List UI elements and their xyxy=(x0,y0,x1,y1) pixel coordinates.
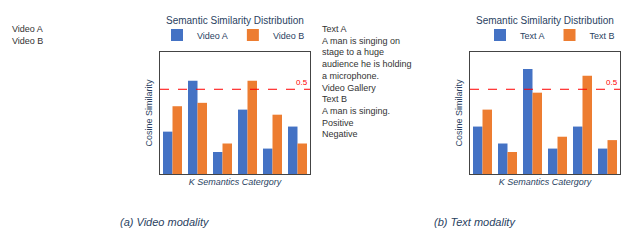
svg-text:K Semantics Catergory: K Semantics Catergory xyxy=(189,177,282,187)
svg-text:Semantic Similarity Distributi: Semantic Similarity Distribution xyxy=(476,15,614,26)
svg-text:Semantic Similarity Distributi: Semantic Similarity Distribution xyxy=(166,15,304,26)
svg-text:K Semantics Catergory: K Semantics Catergory xyxy=(499,177,592,187)
svg-text:Cosine Similarity: Cosine Similarity xyxy=(454,79,464,147)
svg-text:Video B: Video B xyxy=(273,31,304,41)
svg-text:(b) Text modality: (b) Text modality xyxy=(434,216,516,228)
svg-text:0.5: 0.5 xyxy=(296,78,308,87)
svg-text:Text A: Text A xyxy=(520,31,545,41)
svg-text:Cosine Similarity: Cosine Similarity xyxy=(144,79,154,147)
svg-text:(a) Video modality: (a) Video modality xyxy=(120,216,210,228)
svg-text:0.5: 0.5 xyxy=(606,78,618,87)
svg-text:Text AA man is singing onstage: Text AA man is singing onstage to a huge… xyxy=(322,24,412,139)
svg-text:Video AVideo B: Video AVideo B xyxy=(12,24,43,46)
svg-text:Video A: Video A xyxy=(197,31,228,41)
svg-text:Text B: Text B xyxy=(590,31,615,41)
